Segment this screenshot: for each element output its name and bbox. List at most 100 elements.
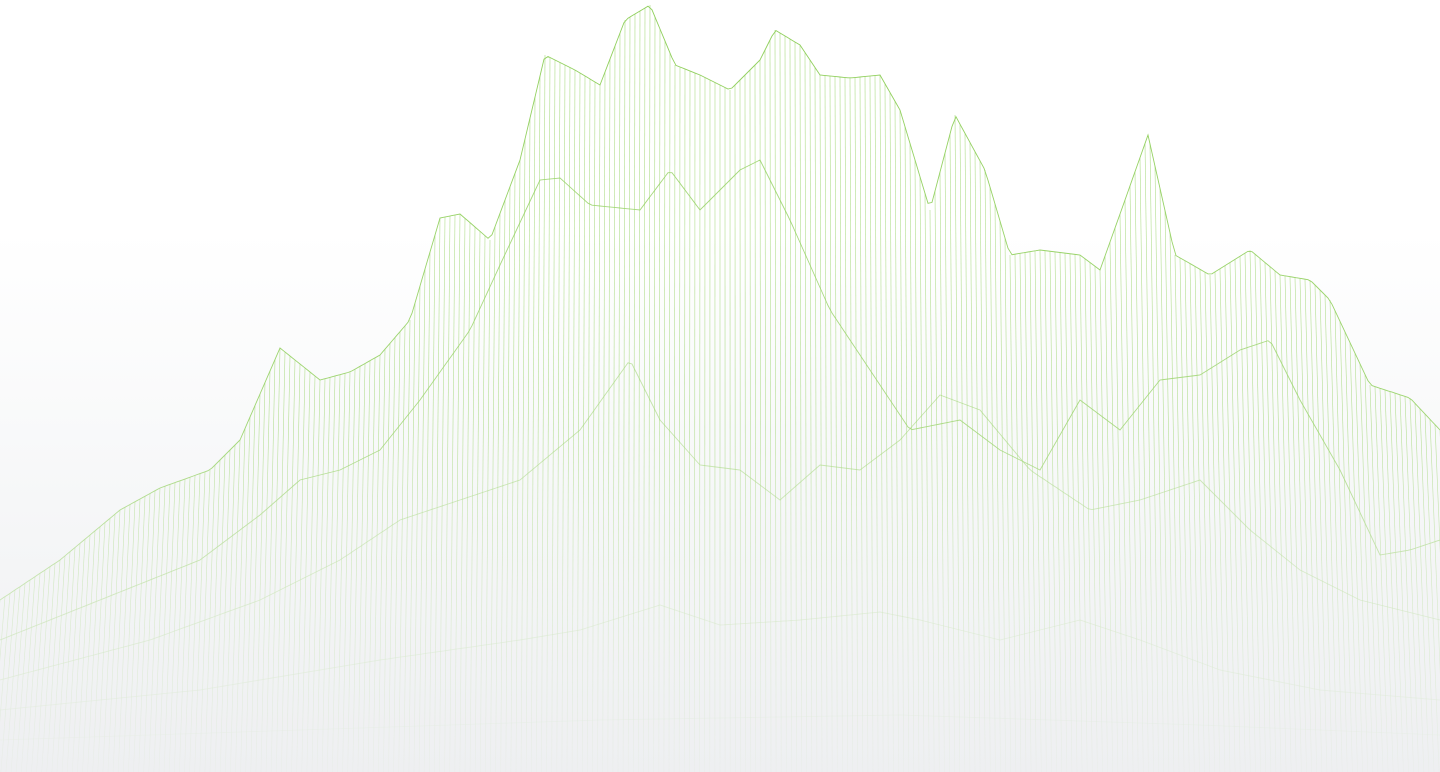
terrain-hatch-line [571, 69, 576, 772]
terrain-hatch-line [479, 235, 486, 772]
terrain-hatch-line [311, 379, 321, 772]
terrain-hatch-line [97, 518, 111, 772]
terrain-hatch-line [1284, 275, 1297, 772]
terrain-hatch-line [301, 371, 311, 772]
terrain-hatch-line [648, 4, 651, 772]
terrain-hatch-line [225, 444, 236, 772]
terrain-hatch-line [561, 64, 566, 772]
terrain-hatch-line [214, 454, 226, 772]
terrain-hatch-line [889, 92, 894, 772]
terrain-hatch-line [337, 373, 346, 772]
terrain-hatch-line [1019, 253, 1027, 772]
terrain-hatch-line [1219, 268, 1231, 772]
terrain-hatch-line [133, 496, 146, 772]
terrain-hatch-line [829, 75, 833, 772]
terrain-hatch-line [316, 378, 326, 772]
terrain-hatch-line [1114, 227, 1124, 772]
terrain-lines [0, 4, 1440, 772]
terrain-hatch-line [658, 28, 661, 772]
terrain-hatch-line [82, 530, 96, 772]
terrain-hatch-line [769, 39, 772, 772]
terrain-hatch-line [919, 176, 925, 772]
terrain-hatch-line [834, 76, 838, 772]
terrain-hatch-line [1064, 253, 1073, 772]
terrain-hatch-line [1419, 408, 1435, 772]
terrain-hatch-line [869, 75, 874, 772]
terrain-hatch-line [530, 96, 536, 772]
terrain-hatch-line [515, 159, 521, 772]
terrain-hatch-line [1209, 274, 1221, 772]
terrain-hatch-line [434, 217, 441, 772]
terrain-hatch-line [1324, 294, 1338, 772]
terrain-hatch-line [1044, 250, 1052, 772]
terrain-hatch-line [26, 573, 41, 772]
terrain-hatch-line [617, 32, 621, 772]
terrain-hatch-line [0, 593, 11, 723]
terrain-hatch-line [1004, 237, 1011, 772]
terrain-hatch-line [107, 509, 121, 772]
terrain-hatch-line [520, 138, 526, 772]
terrain-hatch-line [984, 169, 991, 772]
terrain-hatch-line [1364, 374, 1379, 772]
terrain-hatch-line [939, 171, 945, 772]
terrain-hatch-line [286, 359, 296, 772]
terrain-hatch-line [759, 59, 762, 772]
terrain-hatch-line [1384, 389, 1399, 772]
terrain-hatch-line [92, 522, 106, 772]
terrain-hatch-line [789, 38, 792, 772]
terrain-hatch-line [1054, 251, 1062, 772]
terrain-hatch-line [1129, 185, 1139, 772]
terrain-hatch-line [1024, 252, 1032, 772]
terrain-hatch-line [21, 576, 36, 772]
terrain-hatch-line [230, 439, 241, 772]
terrain-hatch-line [1119, 213, 1129, 772]
terrain-hatch-line [894, 101, 899, 772]
terrain-hatch-line [622, 19, 626, 772]
terrain-hatch-line [429, 234, 436, 772]
terrain-hatch-line [1029, 251, 1037, 772]
terrain-hatch-line [388, 337, 396, 772]
terrain-hatch-line [989, 186, 996, 772]
terrain-hatch-line [749, 69, 751, 772]
terrain-hatch-line [41, 563, 56, 772]
terrain-hatch-line [357, 363, 366, 772]
terrain-hatch-line [469, 226, 476, 772]
terrain-hatch-line [1084, 258, 1093, 772]
terrain-hatch-line [964, 133, 971, 772]
terrain-hatch-line [653, 16, 656, 772]
terrain-hatch-line [663, 40, 666, 772]
terrain-hatch-line [1339, 321, 1353, 772]
terrain-hatch-line [969, 142, 976, 772]
terrain-hatch-line [449, 214, 456, 772]
terrain-hatch-line [1409, 397, 1425, 772]
terrain-hatch-line [764, 49, 767, 772]
terrain-hatch-line [347, 369, 356, 772]
terrain-hatch-line [5, 586, 21, 772]
terrain-hatch-line [1079, 254, 1088, 772]
terrain-hatch-line [799, 44, 802, 772]
terrain-hatch-line [1229, 262, 1241, 772]
terrain-hatch-line [784, 35, 787, 772]
terrain-hatch-line [1279, 274, 1292, 772]
terrain-hatch-line [219, 449, 231, 772]
terrain-hatch-line [587, 78, 591, 772]
terrain-hatch-line [1314, 284, 1328, 772]
terrain-hatch-line [270, 347, 281, 772]
terrain-hatch-line [774, 29, 777, 772]
terrain-hatch-line [1299, 278, 1312, 772]
terrain-hatch-line [66, 543, 81, 772]
terrain-hatch-line [72, 539, 86, 772]
terrain-hatch-line [1124, 199, 1134, 772]
terrain-hatch-line [296, 367, 306, 772]
terrain-hatch-line [668, 52, 671, 772]
terrain-hatch-line [398, 325, 406, 772]
terrain-hatch-line [77, 534, 91, 772]
terrain-hatch-line [839, 76, 843, 772]
terrain-hatch-line [1319, 289, 1333, 772]
terrain-hatch-line [235, 428, 246, 772]
terrain-hatch-line [327, 375, 336, 772]
terrain-hatch-line [148, 487, 161, 772]
terrain-hatch-line [678, 66, 681, 772]
terrain-hatch-line [138, 493, 151, 772]
